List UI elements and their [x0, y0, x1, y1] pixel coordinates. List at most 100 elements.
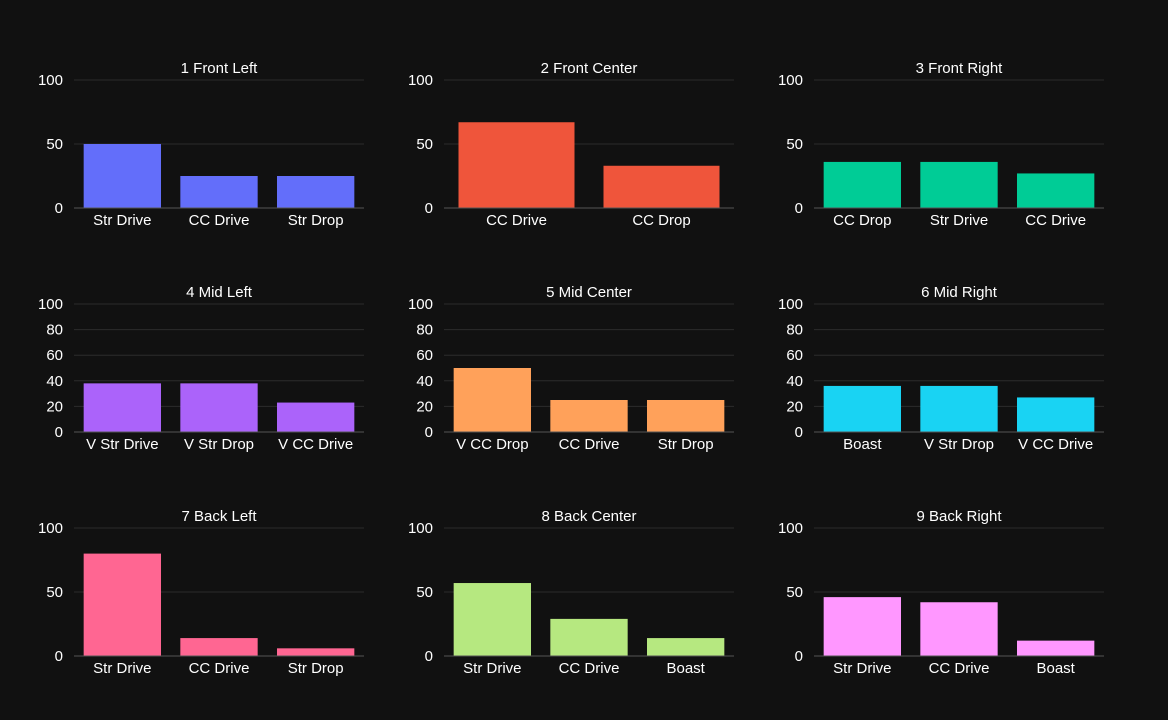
y-tick-label: 50	[786, 136, 803, 153]
x-tick-label: Str Drop	[658, 436, 714, 453]
bar	[920, 161, 998, 208]
bar	[277, 402, 355, 432]
bar	[277, 648, 355, 656]
bar	[180, 383, 258, 432]
y-tick-label: 50	[786, 584, 803, 601]
y-tick-label: 50	[416, 136, 433, 153]
y-tick-label: 100	[778, 296, 803, 313]
y-tick-label: 100	[408, 72, 433, 89]
bar	[453, 583, 531, 656]
chart-title: 8 Back Center	[541, 508, 636, 525]
bar	[83, 144, 161, 208]
chart-panel-9: 9 Back Right 0 50 100 Str Drive CC Drive Boast	[778, 508, 1104, 677]
x-tick-label: CC Drive	[189, 212, 250, 229]
bar	[550, 618, 628, 656]
bar	[823, 385, 901, 432]
x-tick-label: Boast	[843, 436, 882, 453]
bar	[920, 602, 998, 656]
x-tick-label: CC Drive	[559, 436, 620, 453]
bar	[603, 165, 720, 208]
chart-panel-5: 5 Mid Center 0 20 40 60 80 100 V CC Drop CC Driv…	[408, 284, 734, 453]
x-tick-label: Str Drive	[93, 212, 151, 229]
x-tick-label: V CC Drop	[456, 436, 529, 453]
chart-title: 5 Mid Center	[546, 284, 632, 301]
x-tick-label: Str Drive	[463, 660, 521, 677]
y-tick-label: 100	[38, 72, 63, 89]
chart-title: 7 Back Left	[181, 508, 257, 525]
y-tick-label: 0	[425, 200, 433, 217]
chart-panel-1: 1 Front Left 0 50 100 Str Drive CC Drive Str D…	[38, 60, 364, 229]
bar	[647, 638, 725, 656]
y-tick-label: 80	[416, 322, 433, 339]
bar	[823, 161, 901, 208]
y-tick-label: 0	[425, 648, 433, 665]
x-tick-label: Boast	[666, 660, 705, 677]
chart-title: 3 Front Right	[916, 60, 1004, 77]
y-tick-label: 50	[46, 584, 63, 601]
chart-panel-2: 2 Front Center 0 50 100 CC Drive CC Drop	[408, 60, 734, 229]
bar	[1017, 640, 1095, 656]
y-tick-label: 40	[46, 373, 63, 390]
x-tick-label: Str Drive	[93, 660, 151, 677]
y-tick-label: 100	[778, 520, 803, 537]
chart-title: 4 Mid Left	[186, 284, 253, 301]
y-tick-label: 20	[786, 398, 803, 415]
chart-panel-4: 4 Mid Left 0 20 40 60 80 100 V Str Drive V Str D…	[38, 284, 364, 453]
bar	[647, 400, 725, 432]
x-tick-label: V Str Drive	[86, 436, 159, 453]
x-tick-label: Str Drive	[930, 212, 988, 229]
y-tick-label: 100	[408, 296, 433, 313]
y-tick-label: 0	[55, 200, 63, 217]
x-tick-label: Str Drop	[288, 212, 344, 229]
y-tick-label: 0	[795, 648, 803, 665]
y-tick-label: 0	[55, 424, 63, 441]
y-tick-label: 20	[416, 398, 433, 415]
bar	[1017, 397, 1095, 432]
y-tick-label: 60	[46, 347, 63, 364]
bar	[83, 553, 161, 656]
x-tick-label: CC Drop	[833, 212, 891, 229]
x-tick-label: V CC Drive	[1018, 436, 1093, 453]
y-tick-label: 80	[46, 322, 63, 339]
chart-title: 2 Front Center	[541, 60, 638, 77]
chart-panel-8: 8 Back Center 0 50 100 Str Drive CC Drive Boas…	[408, 508, 734, 677]
y-tick-label: 60	[786, 347, 803, 364]
bar	[180, 176, 258, 208]
y-tick-label: 20	[46, 398, 63, 415]
bar	[920, 385, 998, 432]
bar	[1017, 173, 1095, 208]
x-tick-label: CC Drive	[559, 660, 620, 677]
x-tick-label: CC Drive	[189, 660, 250, 677]
y-tick-label: 0	[795, 424, 803, 441]
x-tick-label: Str Drive	[833, 660, 891, 677]
x-tick-label: CC Drive	[1025, 212, 1086, 229]
y-tick-label: 60	[416, 347, 433, 364]
x-tick-label: V CC Drive	[278, 436, 353, 453]
x-tick-label: CC Drive	[929, 660, 990, 677]
bar	[453, 368, 531, 432]
x-tick-label: CC Drive	[486, 212, 547, 229]
x-tick-label: CC Drop	[632, 212, 690, 229]
y-tick-label: 80	[786, 322, 803, 339]
bar	[180, 638, 258, 656]
y-tick-label: 100	[778, 72, 803, 89]
y-tick-label: 0	[55, 648, 63, 665]
y-tick-label: 50	[46, 136, 63, 153]
bar	[823, 597, 901, 656]
chart-panel-3: 3 Front Right 0 50 100 CC Drop Str Drive CC Dr…	[778, 60, 1104, 229]
y-tick-label: 100	[38, 520, 63, 537]
x-tick-label: Str Drop	[288, 660, 344, 677]
y-tick-label: 0	[425, 424, 433, 441]
bar	[277, 176, 355, 208]
y-tick-label: 40	[416, 373, 433, 390]
y-tick-label: 100	[408, 520, 433, 537]
chart-title: 6 Mid Right	[921, 284, 998, 301]
y-tick-label: 40	[786, 373, 803, 390]
y-tick-label: 50	[416, 584, 433, 601]
chart-panel-7: 7 Back Left 0 50 100 Str Drive CC Drive Str Dr…	[38, 508, 364, 677]
y-tick-label: 100	[38, 296, 63, 313]
x-tick-label: V Str Drop	[924, 436, 994, 453]
y-tick-label: 0	[795, 200, 803, 217]
